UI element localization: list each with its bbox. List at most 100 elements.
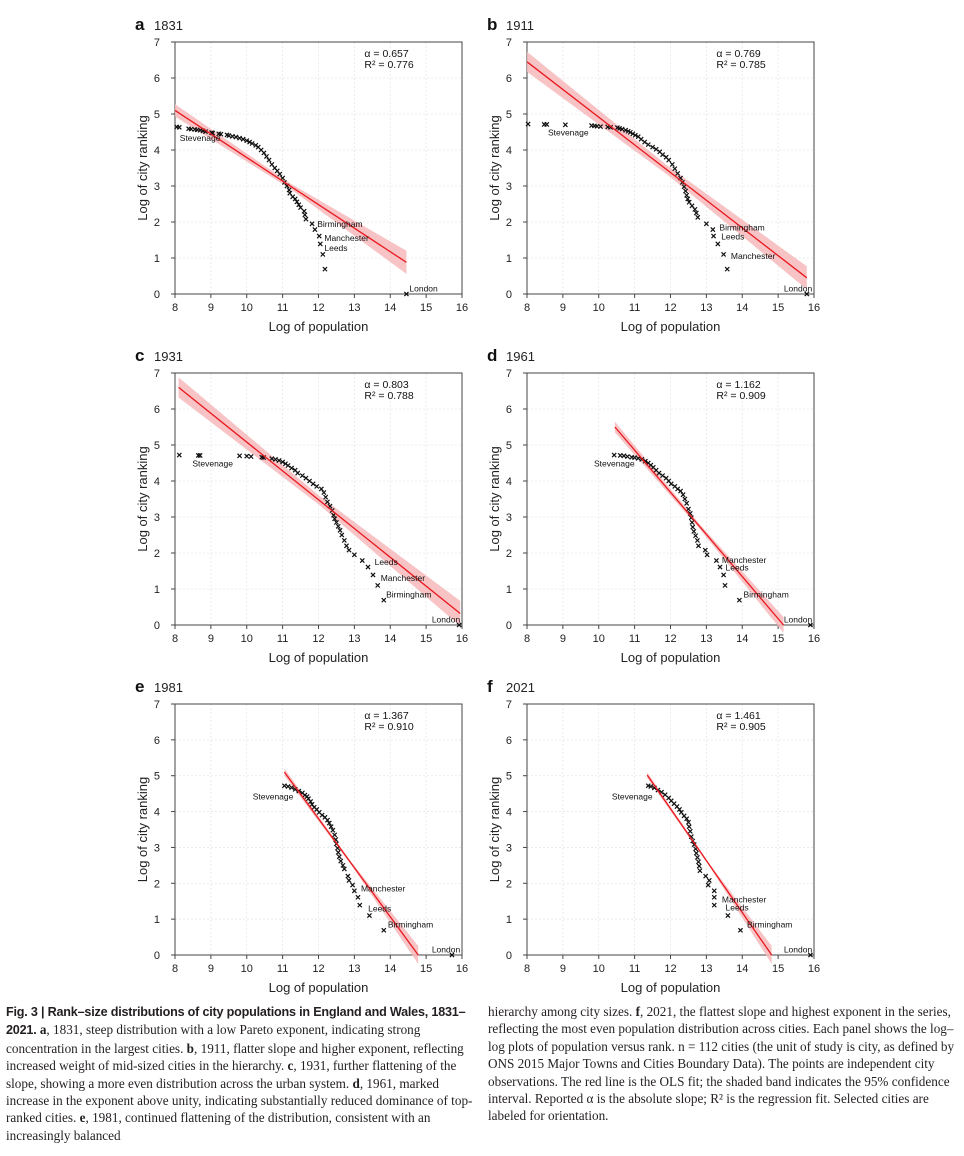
x-tick-label: 11	[277, 963, 288, 975]
x-tick-label: 8	[172, 963, 178, 975]
caption-panel-descriptions: a, 1831, steep distribution with a low P…	[6, 1022, 472, 1142]
data-point	[359, 558, 365, 564]
data-point	[366, 913, 372, 919]
x-tick-label: 12	[312, 963, 324, 975]
data-point	[687, 828, 693, 834]
data-point	[697, 868, 703, 874]
y-tick-label: 3	[154, 512, 160, 524]
data-point	[669, 161, 675, 167]
gridlines	[175, 42, 462, 294]
data-point	[298, 205, 304, 211]
data-point	[301, 208, 307, 214]
data-point	[328, 824, 334, 830]
x-tick-label: 12	[664, 302, 676, 314]
r-squared-annotation: R² = 0.785	[716, 59, 765, 71]
data-point	[370, 572, 376, 578]
data-point	[318, 486, 324, 492]
data-point	[611, 452, 617, 458]
city-label-stevenage: Stevenage	[192, 459, 233, 469]
caption-figure-title: Fig. 3 | Rank–size distributions of city…	[6, 1005, 466, 1038]
y-axis-label: Log of city ranking	[135, 115, 150, 221]
data-point	[296, 202, 302, 208]
y-axis-label: Log of city ranking	[135, 446, 150, 552]
alpha-annotation: α = 1.461	[716, 710, 760, 722]
x-axis-label: Log of population	[269, 319, 369, 334]
caption-panel-text-d: , 1961, marked increase in the exponent …	[6, 1075, 473, 1126]
y-tick-label: 5	[154, 771, 160, 783]
data-point	[276, 457, 282, 464]
y-axis-label: Log of city ranking	[487, 115, 502, 221]
data-point	[326, 820, 332, 826]
ols-fit-line	[283, 771, 419, 956]
caption-panel-letter-e: e	[79, 1110, 86, 1126]
data-point	[343, 543, 350, 549]
y-tick-label: 4	[506, 476, 512, 488]
x-tick-label: 9	[208, 302, 214, 314]
data-point	[675, 170, 681, 176]
x-tick-label: 13	[700, 302, 712, 314]
data-point	[333, 519, 339, 525]
y-tick-label: 0	[154, 950, 160, 962]
data-point	[289, 785, 295, 791]
data-point	[724, 266, 730, 272]
alpha-annotation: α = 0.769	[716, 48, 760, 60]
y-tick-label: 5	[506, 771, 512, 783]
gridlines	[527, 373, 814, 625]
x-tick-label: 14	[384, 633, 396, 645]
city-label-leeds: Leeds	[726, 562, 749, 572]
data-point	[684, 192, 690, 198]
data-point	[403, 291, 409, 297]
caption-panel-letter-c: c	[287, 1058, 294, 1074]
data-point	[229, 133, 235, 139]
city-label-manchester: Manchester	[722, 555, 767, 565]
data-point	[642, 458, 648, 464]
ols-fit-line	[178, 386, 461, 614]
data-point	[332, 832, 338, 838]
data-point	[706, 877, 712, 883]
x-tick-label: 8	[172, 633, 178, 645]
x-axis-label: Log of population	[269, 650, 369, 665]
data-point	[648, 783, 654, 789]
data-point	[711, 888, 717, 894]
x-tick-label: 15	[420, 302, 432, 314]
data-point	[650, 144, 656, 150]
panel-year-title: 1911	[506, 18, 534, 33]
y-tick-label: 0	[506, 620, 512, 632]
caption-panel-text-e: , 1981, continued flattening of the dist…	[6, 1110, 431, 1143]
data-point	[381, 927, 387, 933]
alpha-annotation: α = 1.162	[716, 379, 760, 391]
data-point	[176, 124, 182, 130]
x-tick-label: 13	[348, 302, 360, 314]
x-tick-label: 15	[420, 963, 432, 975]
data-point	[722, 582, 728, 588]
x-tick-label: 11	[277, 302, 288, 314]
data-point	[355, 894, 361, 900]
data-point	[710, 227, 716, 233]
data-point	[324, 817, 330, 823]
y-tick-label: 4	[506, 145, 512, 157]
city-label-birmingham: Birmingham	[388, 920, 433, 930]
data-point	[694, 537, 700, 543]
x-tick-label: 16	[456, 633, 468, 645]
data-point	[693, 850, 699, 856]
y-tick-label: 3	[506, 842, 512, 854]
y-tick-label: 4	[506, 807, 512, 819]
x-tick-label: 11	[629, 963, 640, 975]
data-point	[341, 537, 347, 543]
data-point	[660, 152, 666, 158]
data-point	[624, 453, 630, 460]
data-point	[686, 824, 692, 830]
x-tick-label: 8	[524, 963, 530, 975]
data-point	[693, 210, 699, 216]
caption-panel-text-b: , 1911, flatter slope and higher exponen…	[6, 1040, 464, 1074]
x-tick-label: 16	[808, 633, 820, 645]
caption-panel-letter-b: b	[186, 1040, 195, 1056]
city-label-leeds: Leeds	[375, 557, 398, 567]
city-label-london: London	[784, 615, 813, 625]
data-point	[280, 459, 286, 465]
x-tick-label: 15	[772, 633, 784, 645]
